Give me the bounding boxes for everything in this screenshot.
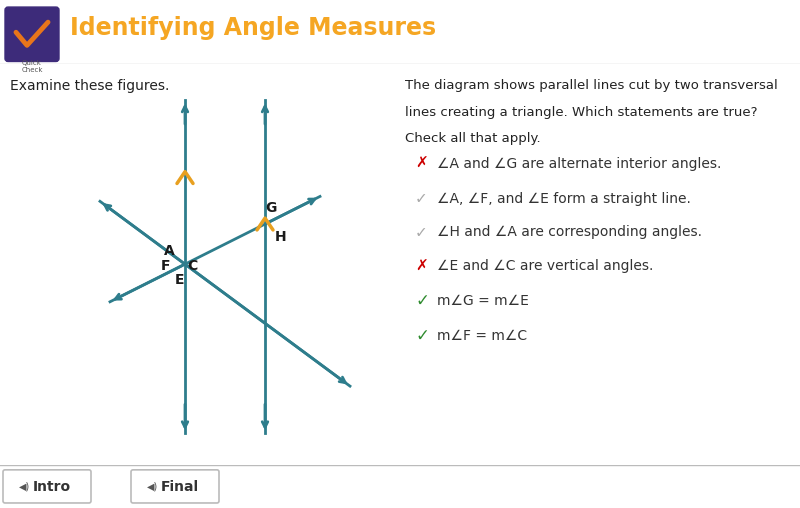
Text: ✗: ✗ — [415, 259, 428, 274]
Text: ◀): ◀) — [147, 482, 158, 492]
Text: Final: Final — [161, 480, 199, 494]
Text: ∠A and ∠G are alternate interior angles.: ∠A and ∠G are alternate interior angles. — [437, 157, 722, 171]
Text: ✓: ✓ — [415, 327, 429, 345]
Text: E: E — [174, 273, 184, 288]
Text: m∠G = m∠E: m∠G = m∠E — [437, 294, 529, 308]
Text: m∠F = m∠C: m∠F = m∠C — [437, 329, 527, 343]
Text: lines creating a triangle. Which statements are true?: lines creating a triangle. Which stateme… — [405, 106, 758, 119]
Text: Quick
Check: Quick Check — [22, 60, 42, 74]
Text: The diagram shows parallel lines cut by two transversal: The diagram shows parallel lines cut by … — [405, 79, 778, 92]
Text: ✓: ✓ — [415, 191, 428, 206]
FancyBboxPatch shape — [131, 470, 219, 503]
Text: ✗: ✗ — [415, 156, 428, 171]
Text: ∠A, ∠F, and ∠E form a straight line.: ∠A, ∠F, and ∠E form a straight line. — [437, 192, 691, 206]
Text: Identifying Angle Measures: Identifying Angle Measures — [70, 16, 436, 40]
Text: Intro: Intro — [33, 480, 71, 494]
Text: H: H — [274, 230, 286, 244]
Text: Examine these figures.: Examine these figures. — [10, 79, 170, 93]
Text: ✓: ✓ — [415, 225, 428, 240]
Text: F: F — [161, 259, 170, 273]
Text: ∠E and ∠C are vertical angles.: ∠E and ∠C are vertical angles. — [437, 259, 654, 273]
Text: C: C — [187, 259, 197, 273]
Text: ∠H and ∠A are corresponding angles.: ∠H and ∠A are corresponding angles. — [437, 226, 702, 239]
Text: G: G — [265, 201, 276, 215]
Text: A: A — [164, 244, 175, 258]
Text: Check all that apply.: Check all that apply. — [405, 132, 541, 145]
Text: ✓: ✓ — [415, 292, 429, 310]
FancyBboxPatch shape — [5, 7, 59, 61]
FancyBboxPatch shape — [3, 470, 91, 503]
Text: ◀): ◀) — [19, 482, 30, 492]
